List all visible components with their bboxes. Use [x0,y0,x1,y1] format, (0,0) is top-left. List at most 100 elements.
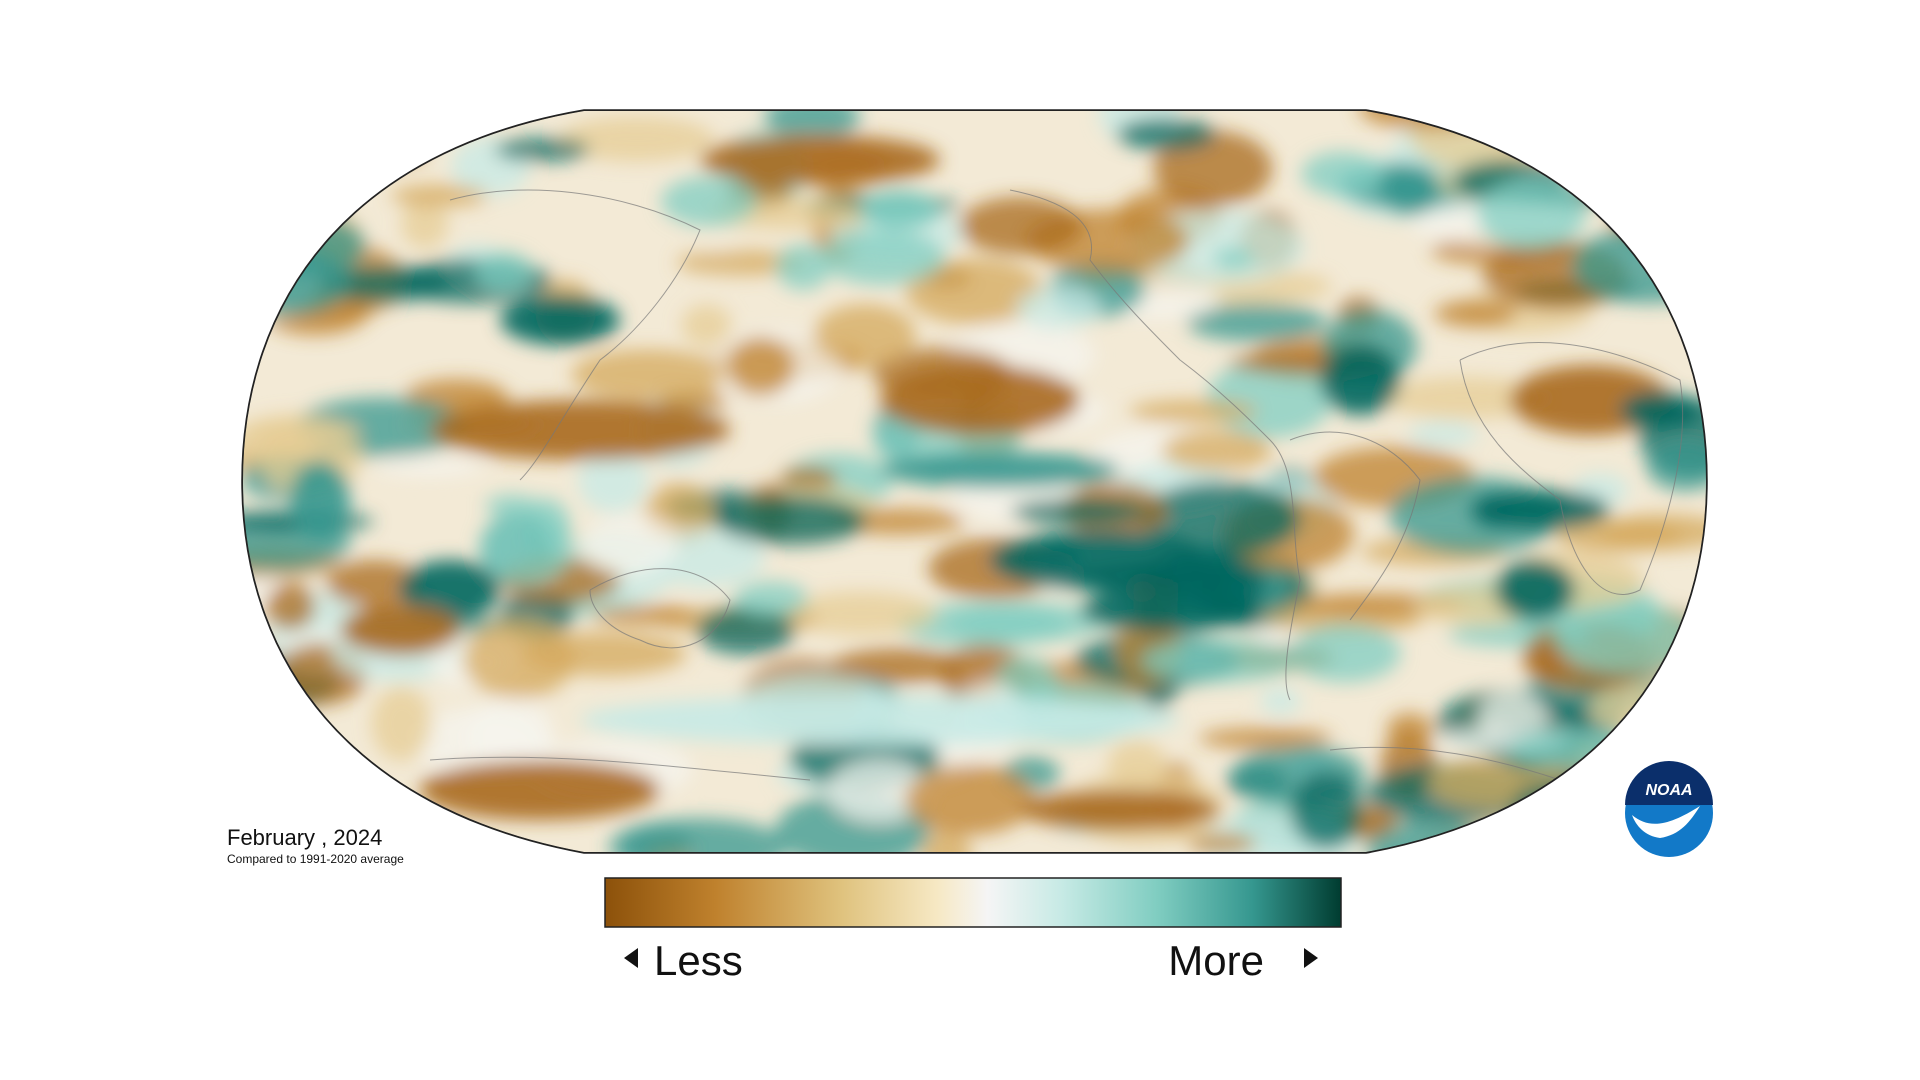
color-scale [604,877,1342,928]
anomaly-patch [242,249,351,314]
anomaly-patch [326,559,423,608]
anomaly-patch [1213,247,1255,270]
anomaly-patch [290,460,350,540]
anomaly-patch [1198,727,1333,749]
anomaly-patch [430,400,730,460]
anomaly-patch [1289,623,1401,683]
anomaly-patch [579,514,679,576]
anomaly-patch [921,830,972,853]
anomaly-patch [676,250,806,276]
anomaly-patch [1140,481,1301,557]
anomaly-patch [1476,178,1587,250]
anomaly-patch [268,196,321,224]
anomaly-patch [832,508,965,535]
logo-text: NOAA [1645,782,1692,799]
anomaly-patch [1141,638,1298,683]
anomaly-patch [1020,790,1220,830]
anomaly-patch [1080,588,1260,632]
anomaly-patch [591,604,698,625]
anomaly-patch [1470,490,1610,530]
anomaly-patch [242,511,375,533]
anomaly-patch [827,758,931,822]
anomaly-patch [1016,286,1102,329]
anomaly-patch [474,251,533,293]
anomaly-patch [880,365,1080,435]
anomaly-patch [775,243,831,291]
anomaly-patch [1645,439,1707,492]
anomaly-patch [1409,110,1567,172]
date-label: February , 2024 [227,825,382,850]
anomaly-patch [390,184,488,208]
anomaly-patch [1555,520,1683,553]
anomaly-patch [1380,165,1440,215]
less-arrow [624,948,638,968]
anomaly-patch [242,110,396,146]
anomaly-patch [700,135,940,185]
anomaly-patch [1571,226,1707,304]
anomaly-patch [1610,194,1707,252]
anomaly-patch [1495,560,1575,620]
anomaly-patch [880,452,1120,488]
anomaly-patch [256,158,311,181]
anomaly-patch [949,602,1106,642]
anomaly-patch [990,530,1210,590]
anomaly-patch [764,110,860,140]
anomaly-patch [780,466,838,491]
anomaly-patch [1129,399,1258,423]
anomaly-patch [1116,117,1216,151]
anomaly-patch [373,456,485,478]
anomaly-patch [831,648,963,685]
anomaly-patch [467,696,555,777]
anomaly-patch [1320,345,1400,415]
map-border [241,109,1708,854]
anomaly-patch [1259,687,1302,715]
anomaly-patch [1386,712,1433,747]
anomaly-patch [400,560,500,620]
anomaly-patch [1620,392,1700,428]
anomaly-patch [959,196,1083,255]
anomaly-patch [242,782,281,815]
anomaly-patch [500,295,620,345]
legend-high: More [1168,937,1264,984]
anomaly-patch [726,337,795,396]
anomaly-patch [1581,161,1707,206]
anomaly-patch [253,721,310,756]
anomaly-patch [371,686,432,761]
anomaly-patch [623,826,693,853]
anomaly-patch [1186,302,1327,342]
anomaly-patch [1509,729,1653,769]
anomaly-patch [696,606,795,655]
anomaly-patch [787,591,936,636]
anomaly-patch [1408,421,1479,446]
anomaly-patch [1433,299,1517,328]
coastlines [429,189,1684,781]
anomaly-patch [580,695,1180,745]
anomaly-patch [660,176,758,227]
anomaly-patch [1301,151,1382,197]
anomaly-patch [734,581,809,617]
noaa-logo: NOAA [1625,761,1713,857]
anomaly-patch [1585,137,1660,168]
anomaly-patch [265,582,316,631]
anomaly-patch [1187,833,1257,853]
anomaly-patch [340,605,460,655]
anomaly-patch [860,190,940,230]
anomaly-patch [714,495,867,546]
anomaly-patch [571,349,725,401]
legend-low: Less [654,937,743,984]
anomaly-patch [1564,110,1623,131]
anomaly-patch [1290,771,1364,850]
anomaly-patch [1518,110,1679,152]
anomaly-patch [1161,430,1272,472]
anomaly-patch [242,110,296,126]
anomaly-map [242,110,1707,853]
anomaly-patch [400,199,449,249]
anomaly-patch [494,137,590,162]
anomaly-patch [681,304,732,347]
anomaly-patch [813,304,916,367]
anomaly-patch [242,420,360,441]
anomaly-patch [479,510,573,585]
anomaly-patch [904,764,1035,836]
anomaly-patch [420,760,660,820]
